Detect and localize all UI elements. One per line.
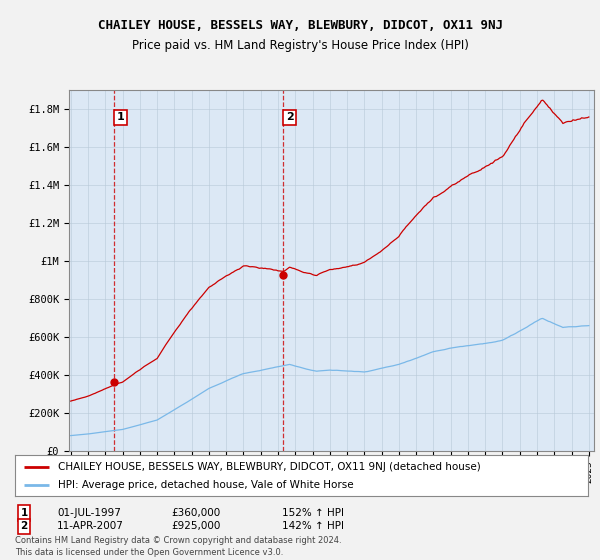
Text: 2: 2	[20, 521, 28, 531]
Text: 11-APR-2007: 11-APR-2007	[57, 521, 124, 531]
Text: CHAILEY HOUSE, BESSELS WAY, BLEWBURY, DIDCOT, OX11 9NJ (detached house): CHAILEY HOUSE, BESSELS WAY, BLEWBURY, DI…	[58, 461, 481, 472]
Text: Price paid vs. HM Land Registry's House Price Index (HPI): Price paid vs. HM Land Registry's House …	[131, 39, 469, 53]
Text: £360,000: £360,000	[171, 508, 220, 518]
Text: £925,000: £925,000	[171, 521, 220, 531]
Text: 142% ↑ HPI: 142% ↑ HPI	[282, 521, 344, 531]
Text: 152% ↑ HPI: 152% ↑ HPI	[282, 508, 344, 518]
Text: Contains HM Land Registry data © Crown copyright and database right 2024.
This d: Contains HM Land Registry data © Crown c…	[15, 536, 341, 557]
Text: CHAILEY HOUSE, BESSELS WAY, BLEWBURY, DIDCOT, OX11 9NJ: CHAILEY HOUSE, BESSELS WAY, BLEWBURY, DI…	[97, 18, 503, 32]
Text: HPI: Average price, detached house, Vale of White Horse: HPI: Average price, detached house, Vale…	[58, 480, 353, 490]
Text: 2: 2	[286, 113, 293, 123]
Text: 01-JUL-1997: 01-JUL-1997	[57, 508, 121, 518]
Text: 1: 1	[20, 508, 28, 518]
Text: 1: 1	[116, 113, 124, 123]
